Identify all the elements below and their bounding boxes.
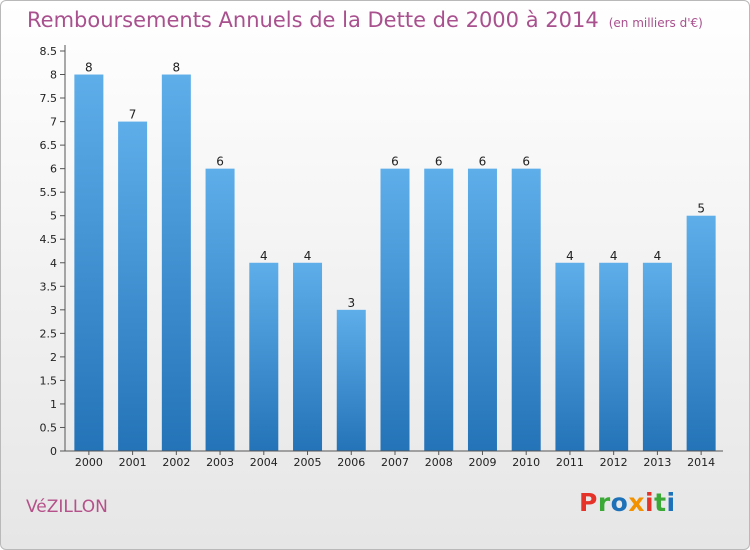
y-tick-label: 0 bbox=[50, 445, 57, 458]
bar-value-label: 8 bbox=[173, 61, 181, 75]
bar bbox=[642, 262, 672, 451]
bar-value-label: 6 bbox=[435, 155, 443, 169]
x-tick-label: 2006 bbox=[337, 456, 365, 469]
chart-unit: (en milliers d'€) bbox=[608, 16, 703, 30]
bar-value-label: 6 bbox=[216, 155, 224, 169]
x-tick-label: 2008 bbox=[425, 456, 453, 469]
x-tick-label: 2009 bbox=[468, 456, 496, 469]
x-tick-label: 2007 bbox=[381, 456, 409, 469]
bar bbox=[74, 74, 104, 451]
y-tick-label: 0.5 bbox=[40, 421, 58, 434]
logo-letter: x bbox=[628, 488, 645, 517]
logo-letter: o bbox=[610, 488, 629, 517]
y-tick-label: 5.5 bbox=[40, 186, 58, 199]
bar bbox=[467, 168, 497, 451]
bar bbox=[118, 121, 148, 452]
y-tick-label: 7 bbox=[50, 116, 57, 129]
y-tick-label: 6.5 bbox=[40, 139, 58, 152]
y-tick-label: 8 bbox=[50, 69, 57, 82]
y-tick-label: 6 bbox=[50, 163, 57, 176]
x-tick-label: 2000 bbox=[75, 456, 103, 469]
bar bbox=[249, 262, 279, 451]
x-tick-label: 2004 bbox=[250, 456, 278, 469]
bar-value-label: 8 bbox=[85, 61, 93, 75]
bar-value-label: 6 bbox=[522, 155, 530, 169]
bar-value-label: 4 bbox=[610, 249, 618, 263]
logo-letter: i bbox=[645, 488, 655, 517]
bar-value-label: 3 bbox=[347, 296, 355, 310]
bar bbox=[686, 215, 716, 451]
logo-letter: i bbox=[666, 488, 676, 517]
y-tick-label: 1.5 bbox=[40, 374, 58, 387]
bar bbox=[205, 168, 235, 451]
bar bbox=[293, 262, 323, 451]
y-tick-label: 5 bbox=[50, 210, 57, 223]
y-tick-label: 7.5 bbox=[40, 92, 58, 105]
y-tick-label: 4 bbox=[50, 257, 57, 270]
bar bbox=[555, 262, 585, 451]
y-tick-label: 1 bbox=[50, 398, 57, 411]
y-tick-label: 2 bbox=[50, 351, 57, 364]
logo-letter: P bbox=[579, 488, 598, 517]
bar-value-label: 7 bbox=[129, 108, 137, 122]
bar bbox=[161, 74, 191, 451]
x-tick-label: 2005 bbox=[294, 456, 322, 469]
bar-value-label: 5 bbox=[697, 202, 705, 216]
bar-value-label: 4 bbox=[304, 249, 312, 263]
y-tick-label: 4.5 bbox=[40, 233, 58, 246]
y-tick-label: 3 bbox=[50, 304, 57, 317]
x-tick-label: 2012 bbox=[600, 456, 628, 469]
x-tick-label: 2001 bbox=[119, 456, 147, 469]
bar-value-label: 6 bbox=[391, 155, 399, 169]
bar bbox=[599, 262, 629, 451]
bar bbox=[424, 168, 454, 451]
bar-value-label: 4 bbox=[566, 249, 574, 263]
x-tick-label: 2013 bbox=[643, 456, 671, 469]
bar bbox=[511, 168, 541, 451]
bar bbox=[336, 309, 366, 451]
x-axis: 2000 2001 2002 2003 2004 2005 2006 2007 2008 2009… bbox=[65, 450, 723, 469]
x-tick-label: 2011 bbox=[556, 456, 584, 469]
x-tick-label: 2003 bbox=[206, 456, 234, 469]
x-tick-label: 2010 bbox=[512, 456, 540, 469]
logo-letter: t bbox=[654, 488, 667, 517]
bar-value-label: 4 bbox=[260, 249, 268, 263]
logo-letter: r bbox=[597, 488, 611, 517]
x-tick-label: 2014 bbox=[687, 456, 715, 469]
bar-value-label: 6 bbox=[479, 155, 487, 169]
y-axis: 0 0.5 1 1.5 2 2.5 3 3.5 4 4.5 5 5.5 6 6.5 7 7.5 8 8.5 bbox=[40, 45, 66, 458]
bar bbox=[380, 168, 410, 451]
y-tick-label: 2.5 bbox=[40, 327, 58, 340]
commune-name: VéZILLON bbox=[26, 497, 108, 517]
bar-value-label: 4 bbox=[654, 249, 662, 263]
proxiti-logo[interactable]: Proxiti bbox=[579, 488, 676, 517]
chart-title: Remboursements Annuels de la Dette de 20… bbox=[27, 8, 703, 32]
y-tick-label: 3.5 bbox=[40, 280, 58, 293]
bars: 8 7 8 6 4 4 3 6 6 6 6 4 4 4 5 bbox=[74, 61, 716, 452]
x-tick-label: 2002 bbox=[162, 456, 190, 469]
y-tick-label: 8.5 bbox=[40, 45, 58, 58]
chart-title-text: Remboursements Annuels de la Dette de 20… bbox=[27, 8, 599, 32]
